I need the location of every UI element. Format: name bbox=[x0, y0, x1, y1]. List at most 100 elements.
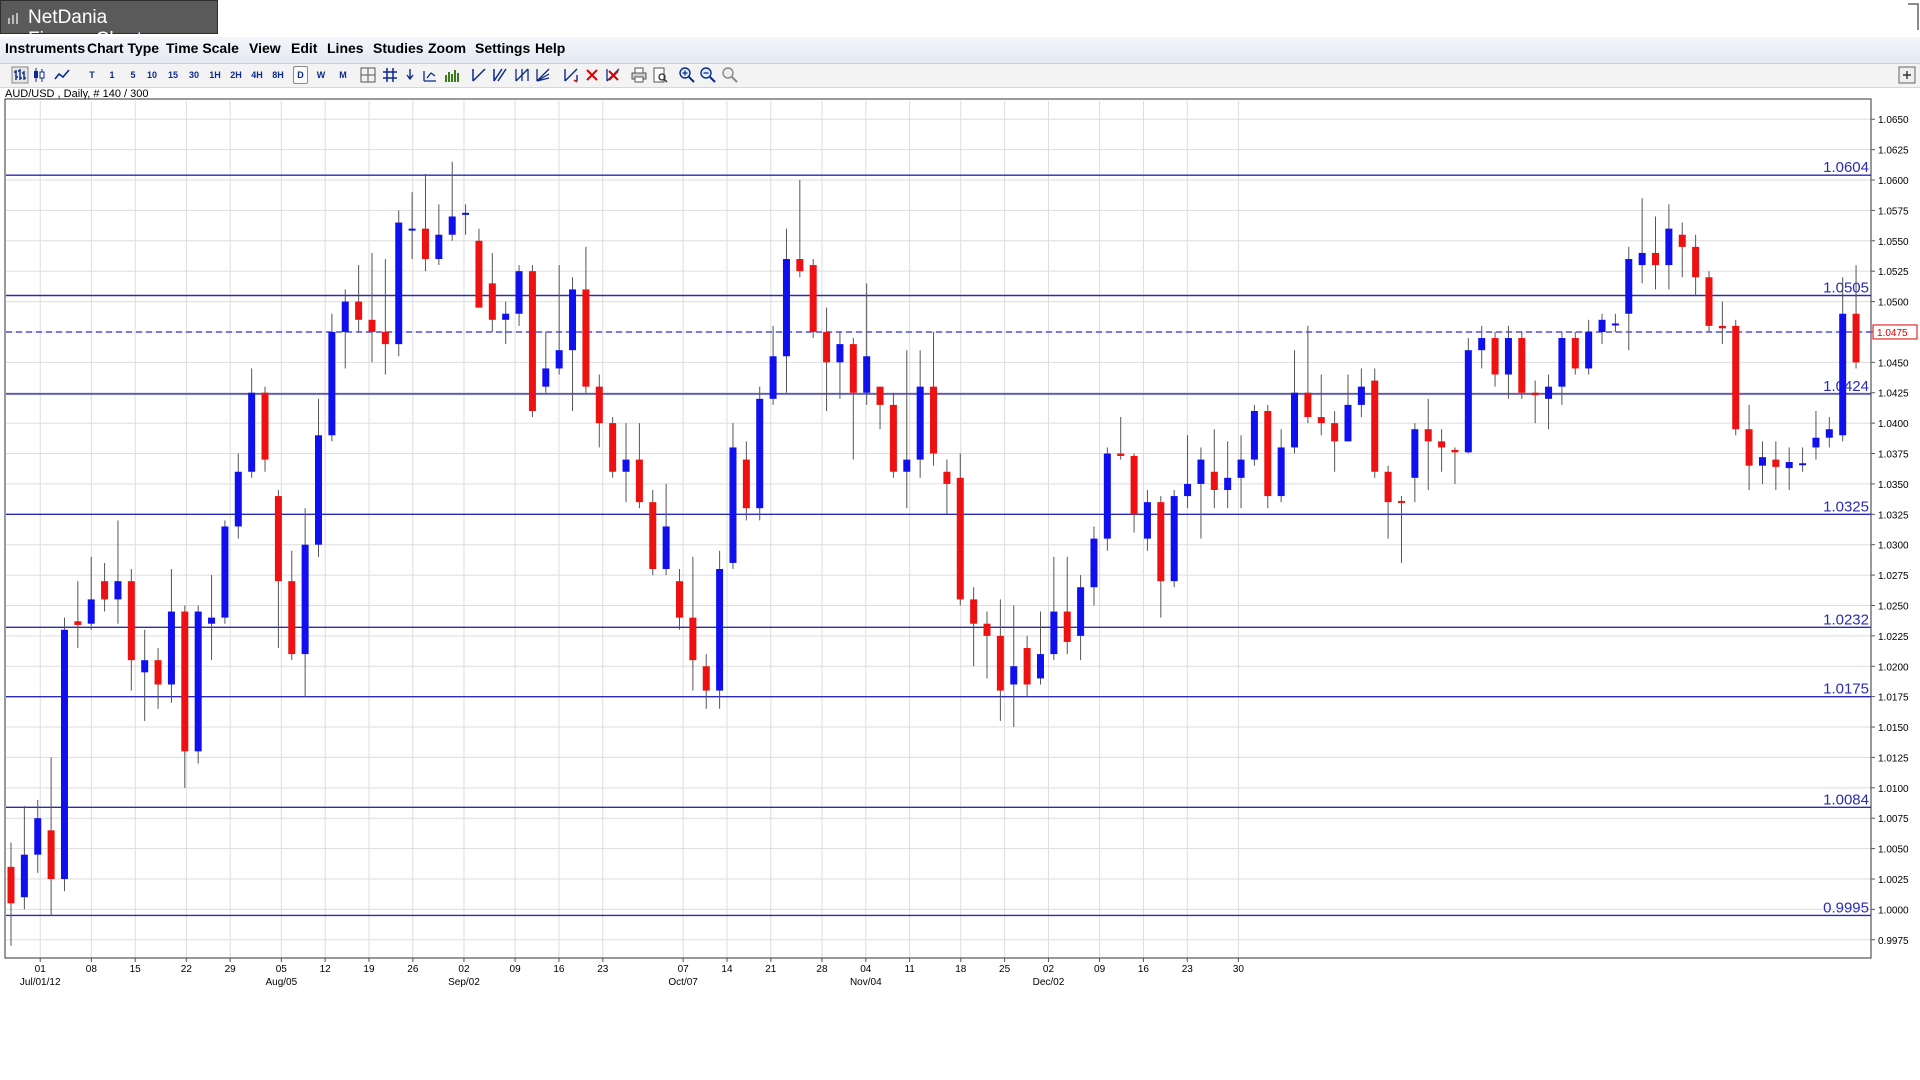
delete-icon[interactable] bbox=[583, 66, 601, 84]
timescale-weekly-button[interactable]: W bbox=[316, 70, 326, 80]
candle-up bbox=[1545, 386, 1553, 399]
candle-down bbox=[889, 404, 897, 472]
menu-zoom[interactable]: Zoom bbox=[428, 40, 467, 56]
fibonacci-icon[interactable] bbox=[513, 66, 531, 84]
timescale-1-button[interactable]: 1 bbox=[109, 70, 115, 80]
candle-up bbox=[1839, 313, 1847, 436]
candle-up bbox=[87, 599, 95, 624]
timescale-5-button[interactable]: 5 bbox=[130, 70, 136, 80]
candle-up bbox=[542, 368, 550, 387]
menu-lines[interactable]: Lines bbox=[327, 40, 364, 56]
candle-down bbox=[930, 386, 938, 454]
candle-up bbox=[622, 459, 630, 472]
candle-down bbox=[381, 331, 389, 345]
candle-up bbox=[1090, 538, 1098, 588]
level-label: 1.0084 bbox=[1823, 791, 1869, 808]
candle-up bbox=[1143, 502, 1151, 539]
draw-line-icon[interactable] bbox=[421, 66, 439, 84]
trendline-icon[interactable] bbox=[470, 66, 488, 84]
candle-up bbox=[502, 313, 510, 320]
menu-studies[interactable]: Studies bbox=[373, 40, 424, 56]
x-tick-label: 08 bbox=[86, 964, 98, 975]
y-tick-label: 1.0525 bbox=[1878, 267, 1909, 278]
candle-down bbox=[1397, 500, 1405, 503]
candlestick-icon[interactable] bbox=[31, 66, 49, 84]
zoom-out-icon[interactable] bbox=[699, 66, 717, 84]
x-tick-label: 15 bbox=[130, 964, 142, 975]
candle-up bbox=[1250, 410, 1258, 460]
candle-down bbox=[1117, 453, 1125, 456]
x-month-label: Aug/05 bbox=[265, 977, 297, 988]
fan-icon[interactable] bbox=[534, 66, 552, 84]
candle-down bbox=[676, 581, 683, 618]
price-chart[interactable]: 1.06041.05051.04241.03251.02321.01751.00… bbox=[0, 97, 1920, 1000]
candle-up bbox=[1558, 338, 1566, 387]
x-tick-label: 04 bbox=[860, 964, 872, 975]
candle-down bbox=[1531, 392, 1539, 396]
timescale-daily-button[interactable]: D bbox=[293, 66, 308, 84]
y-tick-label: 1.0500 bbox=[1878, 298, 1909, 309]
x-month-label: Jul/01/12 bbox=[20, 977, 61, 988]
candle-up bbox=[1785, 462, 1793, 469]
candle-up bbox=[863, 356, 871, 393]
menu-help[interactable]: Help bbox=[535, 40, 566, 56]
timescale-10-button[interactable]: 10 bbox=[146, 70, 157, 80]
bar-chart-icon[interactable] bbox=[11, 66, 29, 84]
timescale-8h-button[interactable]: 8H bbox=[272, 70, 284, 80]
grid-icon[interactable] bbox=[381, 66, 399, 84]
timescale-monthly-button[interactable]: M bbox=[339, 70, 347, 80]
timescale-tick-button[interactable]: T bbox=[89, 70, 95, 80]
x-tick-label: 29 bbox=[225, 964, 237, 975]
zoom-reset-icon[interactable] bbox=[721, 66, 739, 84]
candle-down bbox=[823, 331, 831, 363]
candle-down bbox=[1210, 471, 1218, 490]
cycle-icon[interactable] bbox=[562, 66, 580, 84]
current-price-label: 1.0475 bbox=[1877, 328, 1908, 339]
candle-down bbox=[1692, 246, 1700, 278]
candle-up bbox=[1638, 252, 1646, 266]
window-corner-icon[interactable] bbox=[1906, 0, 1920, 34]
candle-up bbox=[248, 392, 256, 472]
timescale-1h-button[interactable]: 1H bbox=[209, 70, 221, 80]
x-month-label: Sep/02 bbox=[448, 977, 480, 988]
x-tick-label: 23 bbox=[1182, 964, 1194, 975]
x-tick-label: 21 bbox=[765, 964, 777, 975]
x-tick-label: 05 bbox=[276, 964, 288, 975]
candle-up bbox=[448, 216, 456, 235]
channel-icon[interactable] bbox=[491, 66, 509, 84]
print-preview-icon[interactable] bbox=[651, 66, 669, 84]
timescale-2h-button[interactable]: 2H bbox=[230, 70, 242, 80]
menu-time-scale[interactable]: Time Scale bbox=[166, 40, 239, 56]
menu-view[interactable]: View bbox=[249, 40, 281, 56]
x-tick-label: 02 bbox=[458, 964, 470, 975]
candle-up bbox=[341, 301, 349, 332]
candle-down bbox=[849, 344, 857, 393]
candle-down bbox=[1157, 502, 1165, 582]
cursor-icon[interactable] bbox=[404, 66, 422, 84]
menu-edit[interactable]: Edit bbox=[291, 40, 318, 56]
candle-down bbox=[983, 623, 991, 636]
timescale-4h-button[interactable]: 4H bbox=[251, 70, 263, 80]
volume-icon[interactable] bbox=[443, 66, 461, 84]
delete-all-icon[interactable] bbox=[604, 66, 622, 84]
timescale-30-button[interactable]: 30 bbox=[188, 70, 199, 80]
menu-chart-type[interactable]: Chart Type bbox=[87, 40, 160, 56]
title-bar: NetDania FinanceChart bbox=[0, 0, 1920, 50]
candle-up bbox=[1277, 447, 1285, 497]
print-icon[interactable] bbox=[630, 66, 648, 84]
menu-instruments[interactable]: Instruments bbox=[5, 40, 86, 56]
candle-down bbox=[1023, 648, 1031, 685]
candle-down bbox=[970, 599, 978, 624]
candle-down bbox=[1732, 325, 1740, 430]
candle-up bbox=[569, 289, 577, 351]
menu-settings[interactable]: Settings bbox=[475, 40, 531, 56]
crosshair-icon[interactable] bbox=[359, 66, 377, 84]
candle-down bbox=[996, 635, 1004, 691]
x-tick-label: 11 bbox=[904, 964, 915, 975]
line-chart-icon[interactable] bbox=[53, 66, 71, 84]
zoom-in-icon[interactable] bbox=[678, 66, 696, 84]
x-tick-label: 26 bbox=[407, 964, 419, 975]
timescale-15-button[interactable]: 15 bbox=[167, 70, 178, 80]
y-tick-label: 1.0050 bbox=[1878, 845, 1909, 856]
expand-icon[interactable] bbox=[1898, 66, 1916, 84]
